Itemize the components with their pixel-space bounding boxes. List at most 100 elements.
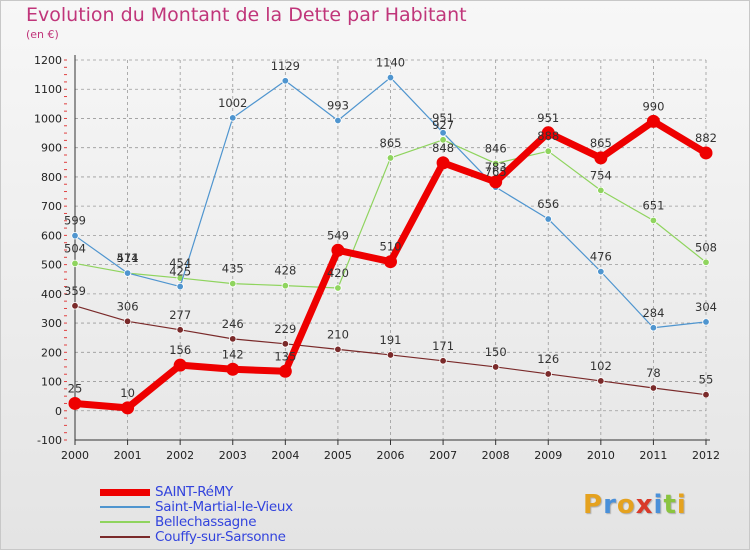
data-point xyxy=(71,302,79,310)
data-point xyxy=(544,370,552,378)
logo-letter: t xyxy=(663,490,677,520)
data-label: 156 xyxy=(169,343,191,357)
data-label: 765 xyxy=(485,165,507,179)
data-label: 848 xyxy=(432,141,454,155)
data-label: 135 xyxy=(274,349,296,363)
data-label: 508 xyxy=(695,240,717,254)
data-point xyxy=(594,151,608,165)
data-point xyxy=(71,231,79,240)
x-tick-label: 2003 xyxy=(219,449,247,462)
legend-label: Couffy-sur-Sarsonne xyxy=(155,529,286,545)
legend-swatch xyxy=(100,521,150,523)
data-label: 599 xyxy=(64,214,86,228)
data-label: 102 xyxy=(590,359,612,373)
data-label: 754 xyxy=(590,168,612,182)
logo-letter: r xyxy=(603,490,617,520)
data-point xyxy=(334,116,342,125)
data-label: 171 xyxy=(432,339,454,353)
data-label: 359 xyxy=(64,284,86,298)
data-point xyxy=(491,363,500,371)
data-label: 304 xyxy=(695,300,717,314)
y-tick-label: 600 xyxy=(41,229,62,242)
data-point xyxy=(386,73,395,82)
data-point xyxy=(646,114,660,128)
data-point xyxy=(544,147,552,155)
x-tick-label: 2011 xyxy=(639,449,667,462)
data-label: 126 xyxy=(537,352,559,366)
data-point xyxy=(702,318,710,326)
data-point xyxy=(491,159,500,168)
data-label: 1129 xyxy=(271,59,300,73)
data-point xyxy=(281,340,290,348)
legend-swatch xyxy=(100,536,150,538)
data-point xyxy=(281,77,290,85)
legend-swatch xyxy=(100,506,150,508)
data-point xyxy=(699,146,713,160)
data-point xyxy=(123,317,132,326)
data-label: 951 xyxy=(537,111,559,125)
data-label: 10 xyxy=(120,386,135,400)
data-point xyxy=(649,324,658,332)
data-point xyxy=(544,215,552,223)
data-point xyxy=(597,377,605,385)
logo-letter: o xyxy=(616,490,636,520)
data-label: 210 xyxy=(327,327,349,341)
data-label: 990 xyxy=(642,99,664,113)
data-point xyxy=(68,396,82,410)
x-tick-label: 2010 xyxy=(587,449,615,462)
data-point xyxy=(439,357,447,365)
y-tick-label: 900 xyxy=(41,142,62,155)
data-point xyxy=(436,156,450,170)
data-point xyxy=(173,358,187,372)
data-label: 142 xyxy=(222,347,244,361)
data-label: 651 xyxy=(642,198,664,212)
y-tick-label: 200 xyxy=(41,346,62,359)
y-tick-label: 500 xyxy=(41,259,62,272)
data-label: 306 xyxy=(117,299,139,313)
data-point xyxy=(597,267,605,276)
data-point xyxy=(334,284,342,292)
data-label: 514 xyxy=(117,251,139,265)
data-point xyxy=(439,136,447,144)
data-label: 927 xyxy=(432,118,454,132)
legend-label: Saint-Martial-le-Vieux xyxy=(155,499,293,515)
x-tick-label: 2012 xyxy=(692,449,720,462)
data-label: 55 xyxy=(699,373,714,387)
data-point xyxy=(226,362,240,376)
data-point xyxy=(702,258,710,266)
logo-letter: x xyxy=(635,490,654,520)
data-point xyxy=(541,126,555,140)
x-tick-label: 2007 xyxy=(429,449,457,462)
data-label: 510 xyxy=(380,240,402,254)
x-tick-label: 2009 xyxy=(534,449,562,462)
x-tick-label: 2004 xyxy=(271,449,299,462)
data-point xyxy=(702,390,710,399)
data-label: 284 xyxy=(642,306,664,320)
y-tick-label: 700 xyxy=(41,200,62,213)
x-tick-label: 2005 xyxy=(324,449,352,462)
logo-letter: i xyxy=(653,490,664,520)
data-point xyxy=(386,351,395,359)
data-label: 191 xyxy=(380,333,402,347)
data-point xyxy=(123,269,132,277)
data-label: 1140 xyxy=(376,56,405,70)
data-label: 549 xyxy=(327,228,349,242)
data-label: 420 xyxy=(327,266,349,280)
data-label: 846 xyxy=(485,141,507,155)
data-label: 951 xyxy=(432,111,454,125)
logo-letter: i xyxy=(676,490,687,520)
data-point xyxy=(489,175,503,189)
data-label: 246 xyxy=(222,317,244,331)
data-label: 993 xyxy=(327,99,349,113)
x-tick-label: 2000 xyxy=(61,449,89,462)
data-point xyxy=(384,255,397,269)
y-tick-label: 1100 xyxy=(34,83,62,96)
y-tick-label: 800 xyxy=(41,171,62,184)
data-label: 865 xyxy=(590,136,612,150)
data-point xyxy=(176,326,184,334)
x-tick-label: 2001 xyxy=(114,449,142,462)
chart-subtitle: (en €) xyxy=(26,28,59,41)
y-tick-label: 1200 xyxy=(34,54,62,67)
data-point xyxy=(281,281,290,290)
